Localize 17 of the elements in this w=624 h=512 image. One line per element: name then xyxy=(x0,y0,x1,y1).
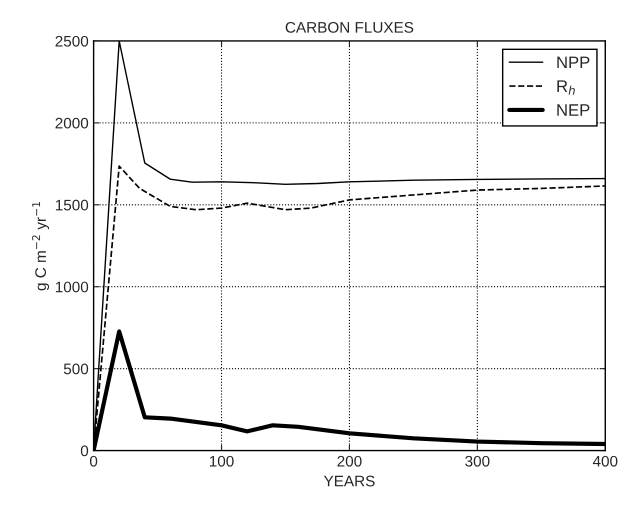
y-tick-label: 1500 xyxy=(56,200,88,210)
chart-title: CARBON FLUXES xyxy=(286,22,414,33)
x-axis-title: YEARS xyxy=(324,476,375,486)
x-tick-label: 400 xyxy=(592,456,618,467)
y-tick-label: 500 xyxy=(64,364,88,374)
legend-label: NEP xyxy=(557,104,590,116)
x-tick-label: 200 xyxy=(337,456,362,467)
y-tick-label: 2000 xyxy=(56,118,88,129)
x-tick-label: 100 xyxy=(210,456,234,467)
y-tick-label: 0 xyxy=(80,445,88,456)
y-axis-title: g C m$^{−2}$ yr$^{−1}$ xyxy=(32,202,50,290)
x-tick-label: 300 xyxy=(465,456,490,467)
legend-label: NPP xyxy=(557,56,590,68)
legend-label: R$_{h}$ xyxy=(557,80,575,95)
y-tick-label: 1000 xyxy=(56,282,88,292)
y-tick-label: 2500 xyxy=(56,36,88,47)
x-tick-label: 0 xyxy=(90,456,98,467)
